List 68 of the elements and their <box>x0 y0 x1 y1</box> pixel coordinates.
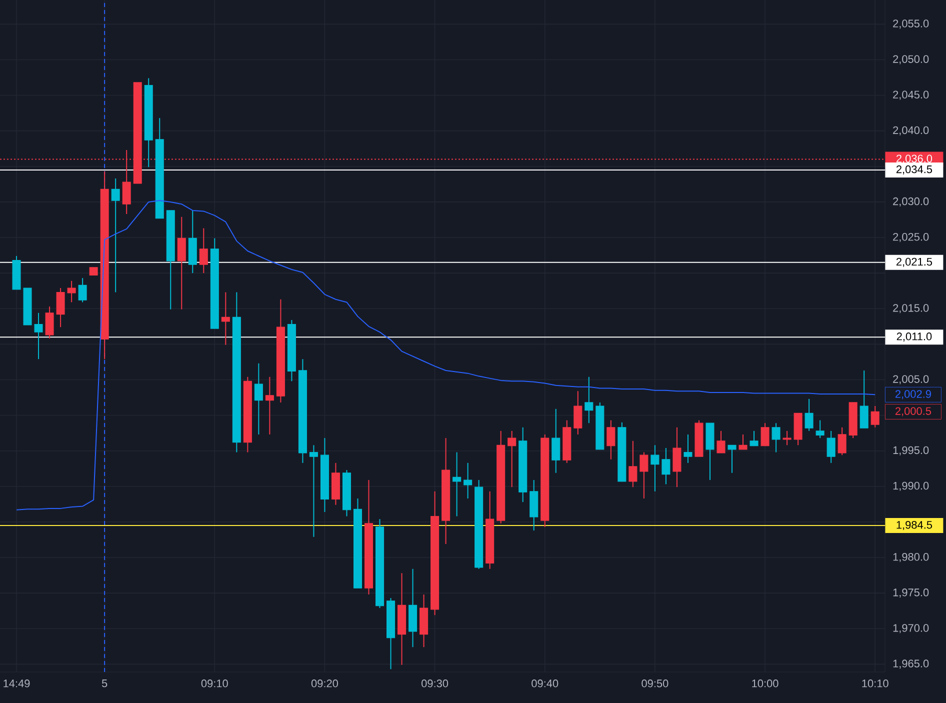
candlestick <box>816 420 824 439</box>
x-tick-label: 09:40 <box>532 680 558 688</box>
y-tick-label: 2,005.0 <box>893 375 929 384</box>
candlestick <box>650 444 660 492</box>
ref-line-label: 2,034.5 <box>896 165 932 174</box>
ref-line-label: 1,984.5 <box>896 520 932 530</box>
candlestick <box>684 434 692 464</box>
candlestick <box>56 287 65 328</box>
candlestick <box>45 306 54 339</box>
candlestick <box>508 430 516 488</box>
x-tick-label: 5 <box>102 680 108 688</box>
data-label: 2,002.9 <box>895 390 931 400</box>
candlestick <box>640 452 648 499</box>
x-tick-label: 10:00 <box>752 680 778 688</box>
ref-line-label: 2,036.0 <box>896 154 932 164</box>
y-tick-label: 2,015.0 <box>893 304 929 314</box>
candlestick <box>221 292 230 346</box>
ref-line-label: 2,011.0 <box>896 332 932 342</box>
candlestick <box>870 406 880 428</box>
candlestick <box>574 390 582 435</box>
y-tick-label: 1,970.0 <box>893 624 929 634</box>
y-tick-label: 1,990.0 <box>893 482 929 491</box>
candlestick <box>662 447 670 485</box>
x-tick-label: 10:10 <box>862 680 888 688</box>
candlestick <box>860 370 868 429</box>
candlestick <box>464 462 472 499</box>
candlestick <box>826 430 836 464</box>
candlestick <box>584 376 594 424</box>
y-tick-label: 1,965.0 <box>893 660 929 669</box>
candlestick <box>804 398 814 432</box>
y-tick-label: 1,975.0 <box>893 588 929 598</box>
candlestick <box>760 422 770 446</box>
candlestick <box>772 422 780 453</box>
candlestick <box>716 430 726 454</box>
candlestick <box>750 430 758 446</box>
candlestick <box>265 376 274 435</box>
y-tick-label: 2,030.0 <box>893 197 929 206</box>
y-tick-label: 1,995.0 <box>893 446 929 456</box>
candlestick <box>199 228 208 274</box>
candlestick <box>782 430 792 446</box>
candlestick <box>672 426 682 488</box>
candlestick <box>177 216 186 310</box>
x-tick-label: 09:30 <box>422 680 448 688</box>
y-tick-label: 2,055.0 <box>893 20 929 29</box>
candlestick <box>628 440 638 488</box>
candlestick <box>838 426 846 456</box>
ref-line-label: 2,021.5 <box>896 258 932 267</box>
candlestick <box>309 444 318 538</box>
candlestick <box>67 280 76 303</box>
candlestick <box>728 444 736 474</box>
y-tick-label: 2,045.0 <box>893 90 929 100</box>
x-tick-label: 09:20 <box>311 680 338 688</box>
candlestick <box>78 278 87 303</box>
candlestick <box>34 312 43 360</box>
candlestick <box>738 434 748 450</box>
y-tick-label: 1,980.0 <box>893 552 929 562</box>
candlestick <box>606 420 616 460</box>
text: 2,000.5 <box>895 407 932 416</box>
candlestick <box>254 362 263 435</box>
candlestick <box>452 452 462 517</box>
candlestick <box>111 178 120 293</box>
y-tick-label: 2,050.0 <box>893 55 929 64</box>
candlestick <box>552 408 560 474</box>
x-tick-label: 09:50 <box>642 680 668 688</box>
x-tick-label: 14:49 <box>4 680 30 688</box>
y-tick-label: 2,025.0 <box>893 232 929 242</box>
x-tick-label: 09:10 <box>201 680 228 688</box>
y-tick-label: 2,040.0 <box>893 126 929 136</box>
